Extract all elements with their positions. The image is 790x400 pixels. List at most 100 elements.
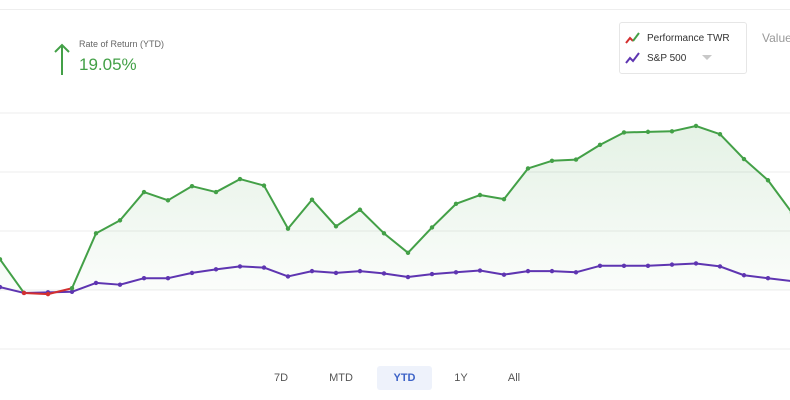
performance-segment [671, 124, 697, 133]
performance-point [381, 231, 387, 236]
sp500-point [765, 276, 771, 281]
performance-segment [215, 178, 241, 194]
performance-segment [767, 179, 790, 212]
performance-segment [479, 194, 505, 201]
performance-point [117, 218, 123, 223]
performance-point [261, 183, 267, 188]
legend-item-sp500[interactable]: S&P 500 [625, 49, 686, 67]
period-1y-button[interactable]: 1Y [454, 372, 468, 384]
sp500-point [573, 270, 579, 275]
performance-segment [95, 219, 121, 235]
performance-line-icon [625, 32, 640, 44]
sp500-segment [383, 272, 409, 279]
sp500-segment [407, 273, 433, 279]
period-all-button[interactable]: All [507, 372, 521, 384]
sp500-segment [575, 264, 601, 274]
sp500-segment [503, 270, 529, 276]
sp500-segment [311, 270, 337, 274]
sp500-line-icon [625, 52, 640, 64]
sp500-point [453, 270, 459, 275]
top-divider [0, 9, 790, 10]
sp500-point [0, 284, 3, 290]
performance-point [45, 291, 51, 297]
performance-point [189, 183, 195, 189]
sp500-segment [215, 265, 241, 271]
sp500-point [741, 273, 747, 278]
sp500-segment [191, 268, 217, 274]
sp500-point [477, 268, 483, 273]
performance-area [0, 125, 790, 295]
performance-point [357, 207, 363, 212]
performance-point [213, 189, 219, 195]
performance-segment [71, 232, 97, 290]
performance-point [669, 129, 675, 134]
sp500-point [261, 265, 267, 270]
performance-point [765, 178, 771, 183]
sp500-segment [359, 270, 385, 275]
performance-segment [167, 185, 193, 202]
performance-point [693, 123, 699, 129]
period-mtd-button[interactable]: MTD [329, 372, 353, 384]
period-7d-button[interactable]: 7D [273, 372, 289, 384]
sp500-point [501, 272, 507, 277]
sp500-segment [119, 277, 145, 286]
rate-of-return-value: 19.05% [79, 55, 137, 74]
benchmark-dropdown-caret-icon[interactable] [702, 55, 712, 60]
performance-point [309, 197, 315, 202]
sp500-segment [287, 270, 313, 278]
performance-segment [23, 291, 49, 296]
sp500-point [237, 264, 243, 269]
performance-segment [551, 158, 577, 162]
performance-segment [263, 184, 289, 230]
performance-point [429, 225, 435, 230]
sp500-point [549, 268, 555, 274]
sp500-segment [719, 265, 745, 277]
sp500-point [165, 276, 171, 281]
sp500-segment [767, 277, 790, 282]
performance-segment [335, 208, 361, 228]
performance-point [285, 226, 291, 231]
chart-legend[interactable]: Performance TWR S&P 500 [619, 22, 747, 74]
sp500-point [141, 276, 147, 281]
sp500-segment [455, 269, 481, 274]
performance-point [501, 196, 507, 202]
period-ytd-button[interactable]: YTD [377, 366, 432, 390]
performance-segment [431, 202, 457, 229]
sp500-segment [0, 286, 25, 294]
sp500-point [333, 270, 339, 276]
performance-point [165, 198, 171, 203]
legend-item-performance[interactable]: Performance TWR [625, 29, 730, 47]
value-tab-label[interactable]: Value [762, 31, 790, 45]
performance-segment [575, 143, 601, 161]
performance-point [741, 156, 747, 162]
performance-segment [239, 178, 265, 187]
performance-segment [359, 208, 385, 235]
performance-point [597, 142, 603, 148]
sp500-point [357, 268, 363, 274]
performance-segment [119, 191, 145, 222]
sp500-segment [551, 270, 577, 274]
sp500-segment [431, 271, 457, 276]
sp500-segment [239, 265, 265, 269]
performance-segment [287, 198, 313, 230]
performance-point [453, 201, 459, 207]
performance-segment [143, 191, 169, 202]
performance-point [573, 157, 579, 162]
sp500-point [285, 274, 291, 279]
period-selector: 7D MTD YTD 1Y All [0, 366, 790, 390]
sp500-point [621, 263, 627, 269]
performance-point [21, 290, 27, 296]
performance-segment [191, 185, 217, 194]
performance-segment [407, 226, 433, 254]
performance-segment [455, 194, 481, 205]
sp500-point [69, 289, 75, 294]
performance-segment [599, 131, 625, 146]
rate-of-return-label: Rate of Return (YTD) [79, 39, 165, 49]
performance-point [717, 132, 723, 137]
sp500-segment [479, 269, 505, 276]
performance-segment [527, 159, 553, 170]
sp500-point [189, 270, 195, 276]
performance-point [69, 286, 75, 291]
sp500-point [405, 274, 411, 280]
arrow-up-icon [54, 43, 70, 75]
